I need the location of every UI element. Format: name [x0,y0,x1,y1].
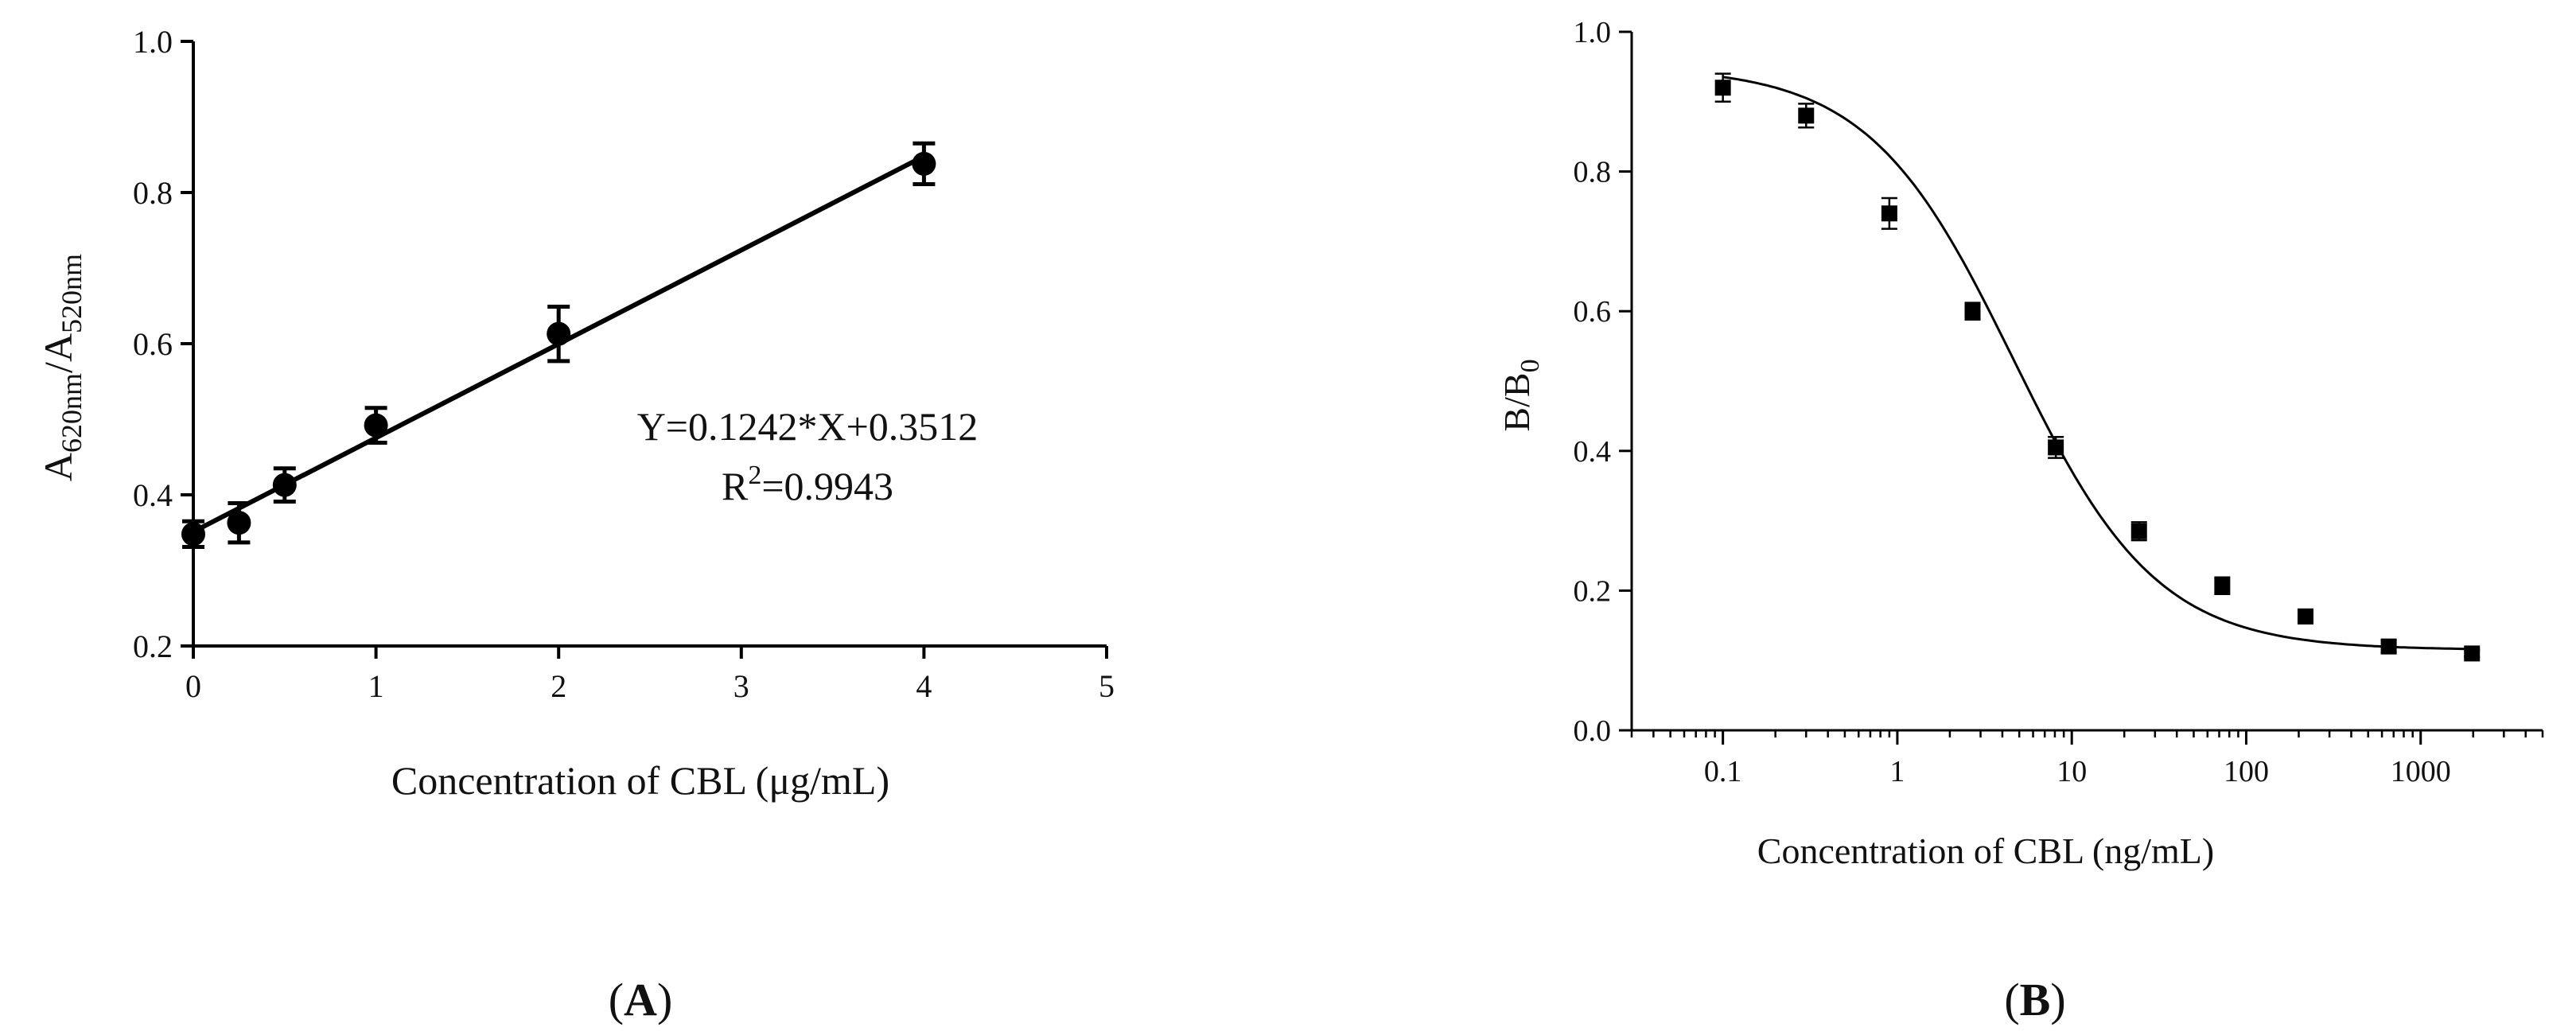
y-tick-label: 1.0 [1574,16,1612,49]
marker-square [2214,578,2231,594]
panel-b-ticks: 0.0 0.2 0.4 0.6 0.8 1.0 0.1 1 10 100 1000 [1574,16,2544,788]
marker-square [2048,439,2064,456]
y-tick-label: 0.2 [133,628,173,664]
data-point [2297,608,2313,625]
marker-circle [227,511,251,535]
panel-b-axes [1630,32,2543,732]
x-tick-label: 5 [1099,668,1115,704]
data-point [181,519,205,550]
x-tick-label: 1000 [2391,755,2451,788]
data-point [1881,196,1897,230]
y-tick-label: 0.6 [133,326,173,362]
marker-square [2380,638,2397,655]
panel-b-label: (B) [2004,974,2065,1025]
marker-circle [912,151,936,176]
panel-a-axes [192,41,1107,648]
x-tick-label: 2 [551,668,566,704]
y-tick-label: 0.0 [1574,714,1612,748]
x-tick-label: 100 [2224,755,2269,788]
data-point [364,406,388,445]
panel-a-fit-equation: Y=0.1242*X+0.3512 [637,404,979,449]
data-point [272,466,297,504]
data-point [1714,72,1731,103]
panel-a-data-points [181,141,936,550]
data-point [547,304,571,364]
x-tick-label: 3 [733,668,749,704]
x-tick-label: 0 [185,668,201,704]
panel-b-fit-curve [1722,76,2473,651]
x-tick-label: 1 [1889,755,1905,788]
marker-square [1714,80,1731,96]
data-point [2048,435,2064,459]
y-tick-label: 1.0 [133,24,173,60]
marker-square [2130,523,2147,539]
marker-square [1881,205,1897,222]
marker-square [2297,608,2313,625]
marker-square [1964,303,1981,320]
panel-a-ticks: 0.2 0.4 0.6 0.8 1.0 0 1 2 3 4 5 [133,24,1115,704]
marker-square [2464,645,2481,662]
data-point [912,141,936,187]
panel-a-y-axis-label: A620nm/A520nm [36,254,88,481]
panel-b-chart: 0.0 0.2 0.4 0.6 0.8 1.0 0.1 1 10 100 1000 Concentr… [1496,16,2544,1025]
data-point [2380,638,2397,655]
x-tick-label: 10 [2057,755,2087,788]
x-tick-label: 4 [916,668,932,704]
marker-circle [547,321,571,346]
data-point [1964,302,1981,321]
panel-b-y-axis-label: B/B0 [1496,359,1545,431]
y-tick-label: 0.8 [1574,156,1612,189]
marker-circle [181,522,205,547]
data-point [2130,521,2147,542]
y-tick-label: 0.8 [133,175,173,211]
data-point [2214,576,2231,596]
fit-curve [1722,76,2473,651]
panel-a-r-squared: R2=0.9943 [722,461,893,508]
y-tick-label: 0.4 [1574,435,1612,469]
data-point [227,500,251,545]
x-tick-label: 0.1 [1704,755,1742,788]
marker-circle [364,413,388,438]
panel-b-data-points [1714,72,2481,662]
panel-a-chart: 0.2 0.4 0.6 0.8 1.0 0 1 2 3 4 5 Concentration of C… [36,24,1115,1025]
marker-circle [272,473,297,497]
y-tick-label: 0.6 [1574,295,1612,329]
panel-a-label: (A) [609,974,673,1025]
x-tick-label: 1 [368,668,384,704]
panel-a-x-axis-label: Concentration of CBL (μg/mL) [391,758,889,803]
marker-square [1798,107,1815,124]
data-point [1798,103,1815,129]
panel-b-x-axis-label: Concentration of CBL (ng/mL) [1757,831,2214,871]
y-tick-label: 0.4 [133,477,173,513]
data-point [2464,645,2481,662]
y-tick-label: 0.2 [1574,574,1612,608]
